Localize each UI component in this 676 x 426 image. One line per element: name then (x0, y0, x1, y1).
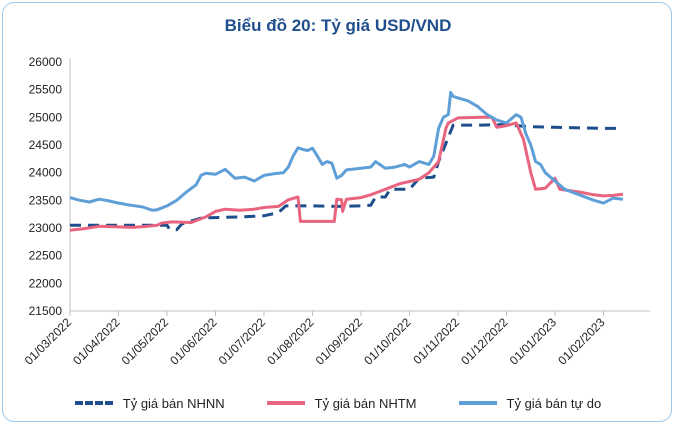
y-tick-label: 22500 (29, 249, 63, 263)
x-tick-label: 01/03/2022 (22, 315, 75, 368)
legend-item-nhnn: Tỷ giá bán NHNN (74, 395, 225, 411)
x-tick-label: 01/01/2023 (507, 315, 560, 368)
y-tick-label: 26000 (29, 55, 63, 69)
y-tick-label: 22000 (29, 276, 63, 290)
x-tick-label: 01/06/2022 (167, 315, 220, 368)
x-tick-label: 01/09/2022 (313, 315, 366, 368)
y-tick-label: 23500 (29, 193, 63, 207)
x-tick-label: 01/05/2022 (119, 315, 172, 368)
chart-frame (2, 2, 672, 422)
series-line-0 (70, 123, 623, 232)
y-tick-label: 24500 (29, 138, 63, 152)
y-tick-label: 25000 (29, 110, 63, 124)
series-line-1 (69, 115, 624, 232)
legend-swatch-nhnn (74, 401, 113, 405)
series-line-2 (69, 90, 624, 212)
legend-label-nhtm: Tỷ giá bán NHTM (314, 395, 417, 411)
x-tick-label: 01/12/2022 (458, 315, 511, 368)
legend-item-nhtm: Tỷ giá bán NHTM (266, 395, 417, 411)
legend-swatch-tudo (458, 401, 497, 405)
x-tick-label: 01/04/2022 (70, 315, 123, 368)
legend-label-nhnn: Tỷ giá bán NHNN (122, 395, 225, 411)
chart-legend: Tỷ giá bán NHNN Tỷ giá bán NHTM Tỷ giá b… (0, 388, 676, 418)
y-tick-label: 25500 (29, 83, 63, 97)
legend-label-tudo: Tỷ giá bán tự do (506, 395, 602, 411)
x-tick-label: 01/08/2022 (264, 315, 317, 368)
x-tick-label: 01/02/2023 (555, 315, 608, 368)
y-tick-label: 24000 (29, 166, 63, 180)
x-tick-label: 01/11/2022 (410, 315, 462, 367)
x-tick-label: 01/10/2022 (361, 315, 414, 368)
y-tick-label: 21500 (29, 304, 63, 318)
legend-swatch-nhtm (266, 401, 305, 405)
legend-item-tudo: Tỷ giá bán tự do (458, 395, 602, 411)
y-tick-label: 23000 (29, 221, 63, 235)
chart-title: Biểu đồ 20: Tỷ giá USD/VND (224, 16, 452, 35)
x-tick-label: 01/07/2022 (216, 315, 269, 368)
